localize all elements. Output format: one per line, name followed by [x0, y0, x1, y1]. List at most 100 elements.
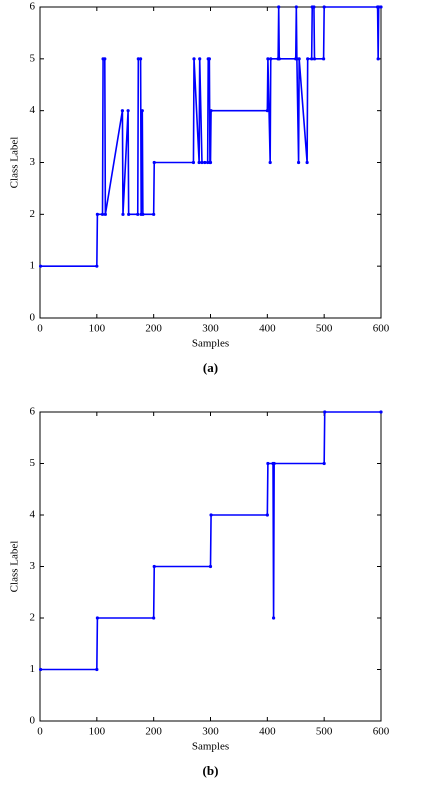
point-marker [272, 461, 276, 466]
y-tick-label: 0 [30, 312, 36, 324]
point-marker [152, 212, 156, 216]
point-marker [208, 160, 213, 165]
point-marker [377, 5, 381, 9]
point-marker [126, 109, 130, 113]
x-tick-label: 0 [37, 726, 43, 738]
point-marker [379, 410, 383, 414]
plot-frame [39, 6, 382, 319]
point-marker [192, 57, 196, 61]
point-marker [95, 616, 100, 620]
point-marker [191, 160, 196, 165]
point-marker [197, 160, 201, 165]
y-tick-label: 3 [30, 156, 36, 168]
point-marker [312, 5, 316, 9]
x-tick-label: 600 [373, 726, 390, 738]
point-marker [266, 57, 270, 61]
x-axis-label: Samples [192, 741, 229, 753]
x-axis-label: Samples [192, 338, 229, 350]
y-tick-label: 3 [30, 560, 36, 572]
point-marker [103, 212, 107, 216]
y-tick-label: 2 [30, 612, 36, 624]
y-axis-label: Class Label [9, 137, 21, 189]
y-tick-label: 4 [30, 509, 36, 521]
point-marker [138, 57, 143, 61]
point-marker [103, 57, 107, 61]
series-line [40, 411, 381, 671]
x-tick-label: 400 [259, 323, 276, 335]
point-marker [277, 57, 281, 61]
x-tick-label: 300 [202, 323, 219, 335]
point-marker [295, 57, 299, 61]
x-tick-label: 200 [145, 323, 162, 335]
point-marker [323, 410, 327, 414]
point-marker [136, 57, 140, 61]
x-tick-label: 300 [202, 726, 219, 738]
x-tick-label: 600 [373, 323, 390, 335]
point-marker [121, 212, 125, 216]
point-marker [379, 5, 383, 9]
point-marker [136, 212, 140, 216]
point-marker [141, 212, 145, 216]
point-marker [322, 5, 326, 9]
x-tick-label: 0 [37, 323, 43, 335]
point-marker [306, 57, 310, 61]
point-marker [95, 667, 99, 672]
point-marker [271, 616, 276, 620]
point-marker [100, 212, 105, 216]
point-marker [152, 160, 156, 165]
point-marker [297, 57, 301, 61]
point-marker [265, 513, 269, 517]
point-marker [206, 160, 210, 165]
point-marker [294, 5, 298, 9]
point-marker [209, 109, 213, 113]
point-marker [38, 264, 43, 268]
point-marker [268, 160, 272, 165]
x-tick-label: 100 [89, 323, 106, 335]
point-marker [209, 513, 213, 517]
x-tick-label: 100 [89, 726, 106, 738]
plot-frame [39, 411, 382, 722]
point-marker [305, 160, 309, 165]
point-marker [152, 564, 156, 569]
x-tick-label: 500 [316, 323, 333, 335]
caption: (b) [203, 763, 219, 778]
point-marker [152, 616, 156, 620]
point-marker [322, 461, 326, 466]
x-tick-label: 200 [145, 726, 162, 738]
y-tick-label: 0 [30, 715, 36, 727]
y-tick-label: 6 [30, 406, 36, 418]
point-marker [198, 57, 202, 61]
point-marker [376, 57, 380, 61]
point-marker [321, 57, 326, 61]
point-marker [200, 160, 204, 165]
y-tick-label: 1 [30, 260, 36, 272]
caption: (a) [203, 360, 218, 375]
point-marker [95, 212, 100, 216]
point-marker [312, 57, 317, 61]
y-tick-label: 5 [30, 457, 36, 469]
y-axis-label: Class Label [9, 541, 21, 593]
point-marker [140, 109, 144, 113]
y-tick-label: 5 [30, 52, 36, 64]
point-marker [277, 5, 281, 9]
point-marker [269, 57, 273, 61]
point-marker [208, 564, 213, 569]
y-tick-label: 4 [30, 104, 36, 116]
series-line [40, 6, 381, 267]
point-marker [296, 160, 301, 165]
y-tick-label: 1 [30, 663, 36, 675]
point-marker [207, 57, 211, 61]
point-marker [38, 667, 43, 672]
y-tick-label: 6 [30, 1, 36, 13]
point-marker [95, 264, 99, 268]
point-marker [127, 212, 131, 216]
x-tick-label: 400 [259, 726, 276, 738]
point-marker [265, 109, 269, 113]
point-marker [310, 57, 314, 61]
point-marker [203, 160, 207, 165]
point-marker [266, 461, 270, 466]
point-marker [120, 109, 125, 113]
x-tick-label: 500 [316, 726, 333, 738]
y-tick-label: 2 [30, 208, 36, 220]
